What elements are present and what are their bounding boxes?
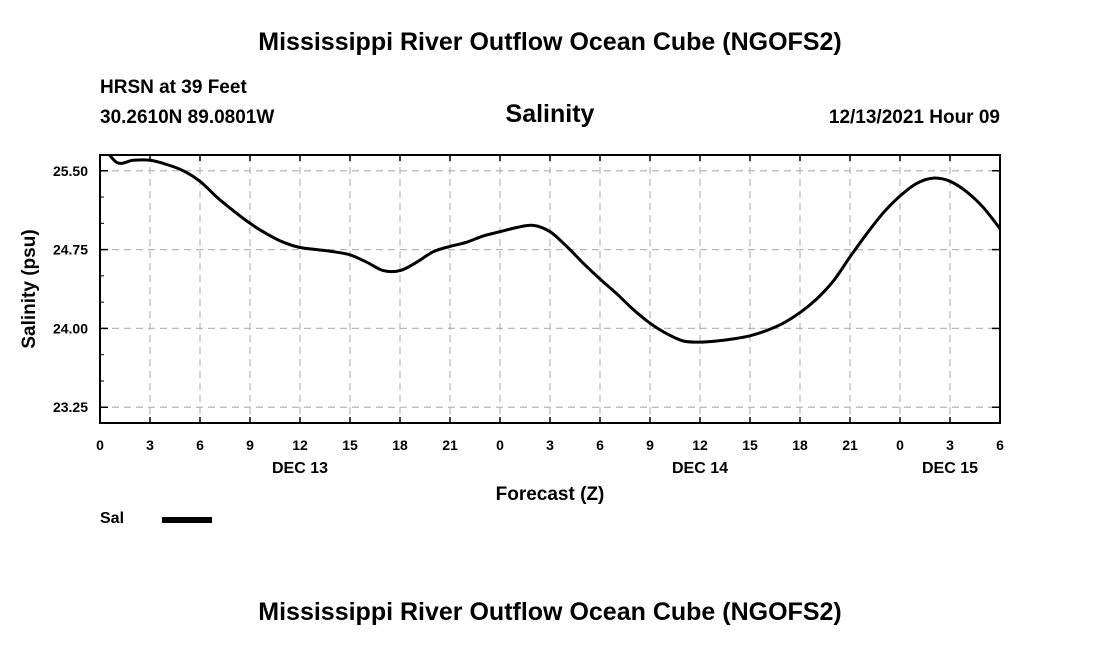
coordinates-label: 30.2610N 89.0801W: [100, 107, 275, 128]
tick-labels: 0 3 6 9 12 15 18 21 0 3 6 9 12 15 18 21 0 3 6 23.25 24.00 24.…: [53, 163, 1004, 477]
x-tick-label: 6: [996, 437, 1004, 453]
datetime-label: 12/13/2021 Hour 09: [828, 107, 1000, 128]
x-tick-label: 0: [96, 437, 104, 453]
chart-title: Salinity: [505, 100, 595, 128]
series-layer: [107, 155, 1000, 344]
date-label: DEC 15: [922, 460, 978, 477]
footer-title: Mississippi River Outflow Ocean Cube (NG…: [258, 598, 842, 626]
x-tick-label: 18: [392, 437, 408, 453]
x-tick-label: 6: [196, 437, 204, 453]
x-tick-label: 9: [246, 437, 254, 453]
x-tick-label: 15: [742, 437, 758, 453]
x-tick-label: 18: [792, 437, 808, 453]
grid-lines: [100, 155, 1000, 423]
x-tick-label: 0: [496, 437, 504, 453]
x-tick-label: 9: [646, 437, 654, 453]
x-tick-label: 3: [146, 437, 154, 453]
x-tick-label: 3: [546, 437, 554, 453]
y-tick-label: 24.75: [53, 242, 88, 258]
x-axis-title: Forecast (Z): [496, 484, 605, 505]
y-tick-label: 25.50: [53, 163, 88, 179]
y-tick-label: 24.00: [53, 320, 88, 336]
station-label: HRSN at 39 Feet: [100, 77, 247, 98]
x-tick-label: 21: [842, 437, 858, 453]
x-tick-label: 21: [442, 437, 458, 453]
tick-marks: [99, 155, 1001, 423]
x-tick-label: 15: [342, 437, 358, 453]
y-axis-title: Salinity (psu): [19, 229, 40, 348]
x-tick-label: 0: [896, 437, 904, 453]
legend-label: Sal: [100, 510, 125, 527]
x-tick-label: 12: [292, 437, 308, 453]
date-label: DEC 13: [272, 460, 328, 477]
x-tick-label: 12: [692, 437, 708, 453]
series-line-sal: [107, 155, 1000, 344]
legend-swatch: [162, 517, 212, 523]
y-tick-label: 23.25: [53, 399, 88, 415]
date-label: DEC 14: [672, 460, 728, 477]
x-tick-label: 3: [946, 437, 954, 453]
x-tick-label: 6: [596, 437, 604, 453]
figure-title: Mississippi River Outflow Ocean Cube (NG…: [258, 28, 842, 56]
